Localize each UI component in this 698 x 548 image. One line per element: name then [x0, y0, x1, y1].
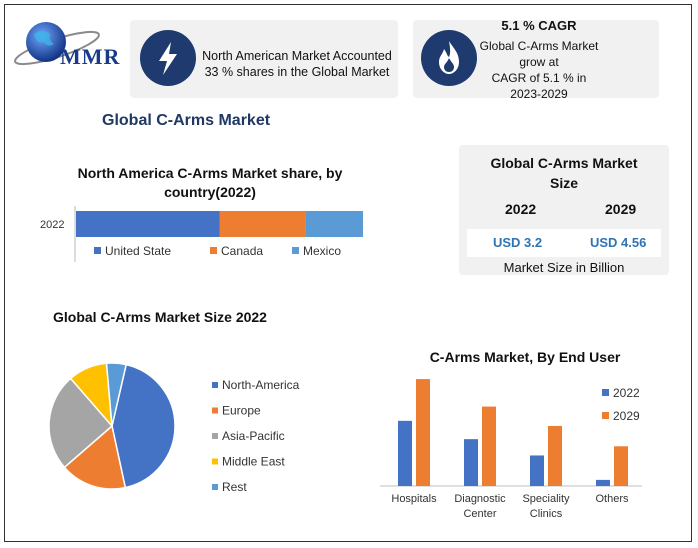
card-line: CAGR of 5.1 % in — [491, 71, 587, 85]
legend-swatch — [212, 484, 218, 490]
category-label: Others — [595, 493, 629, 505]
year-2022-label: 2022 — [505, 201, 537, 217]
page-title: Global C-Arms Market — [102, 112, 271, 129]
pie-slice — [111, 363, 176, 489]
cagr-card: 5.1 % CAGR Global C-Arms Market grow at … — [413, 18, 659, 101]
legend-swatch — [94, 247, 101, 254]
values-strip — [467, 229, 661, 257]
category-label: Center — [463, 508, 496, 520]
legend-swatch — [212, 382, 218, 388]
legend-label: North-America — [222, 378, 300, 392]
bar — [530, 455, 544, 486]
pie-chart-title: Global C-Arms Market Size 2022 — [53, 309, 267, 325]
value-2029: USD 4.56 — [590, 235, 647, 250]
legend-swatch — [602, 412, 609, 419]
bar — [548, 425, 562, 486]
legend-label: 2029 — [613, 409, 640, 423]
logo-text: MMR — [60, 44, 121, 69]
legend-label: Asia-Pacific — [222, 429, 285, 443]
legend-label: Mexico — [303, 244, 341, 258]
bar — [464, 439, 478, 486]
country-share-chart: 2022 United State Canada Mexico — [40, 206, 363, 262]
end-user-bar-chart: Hospitals Diagnostic Center Speciality Clini… — [380, 379, 642, 520]
legend-swatch — [212, 433, 218, 439]
category-label: Clinics — [530, 508, 563, 520]
legend-label: Canada — [221, 244, 263, 258]
cagr-title: 5.1 % CAGR — [501, 18, 577, 33]
legend-swatch — [210, 247, 217, 254]
category-label: 2022 — [40, 219, 64, 231]
category-label: Diagnostic — [454, 493, 506, 505]
bar-segment — [219, 211, 306, 237]
bar — [416, 379, 430, 486]
card-line: Global C-Arms Market grow at — [479, 39, 599, 69]
bar-segment — [305, 211, 363, 237]
card-line: 33 % shares in the Global Market — [204, 65, 390, 79]
north-america-share-card: North American Market Accounted 33 % sha… — [130, 20, 398, 98]
year-2029-label: 2029 — [605, 201, 637, 217]
end-user-chart-title: C-Arms Market, By End User — [429, 349, 621, 365]
chart-title-line: country(2022) — [164, 184, 256, 200]
bar — [614, 446, 628, 486]
legend-label: Europe — [222, 404, 261, 418]
chart-title-line: North America C-Arms Market share, by — [77, 165, 343, 181]
pie-slice — [48, 377, 114, 469]
bar-segment — [76, 211, 220, 237]
legend-swatch — [292, 247, 299, 254]
market-size-title-line: Size — [549, 175, 578, 191]
bar — [398, 420, 412, 486]
regional-pie-chart: North-America Europe Asia-Pacific Middle Ea… — [48, 362, 300, 494]
category-label: Speciality — [522, 493, 570, 505]
lightning-icon — [140, 30, 196, 86]
pie-slice — [105, 362, 128, 427]
legend-label: Middle East — [222, 455, 285, 469]
legend-label: Rest — [222, 480, 247, 494]
card-line: North American Market Accounted — [202, 49, 392, 63]
market-size-title-line: Global C-Arms Market — [490, 155, 638, 171]
bar — [482, 406, 496, 486]
category-label: Hospitals — [391, 493, 437, 505]
legend-label: United State — [105, 244, 171, 258]
market-size-unit: Market Size in Billion — [503, 260, 625, 275]
flame-icon — [421, 30, 477, 86]
legend-label: 2022 — [613, 386, 640, 400]
country-share-chart-title: North America C-Arms Market share, by co… — [70, 164, 350, 202]
pie-slice — [63, 424, 127, 490]
bar — [596, 479, 610, 486]
legend-swatch — [212, 407, 218, 414]
infographic-frame — [4, 4, 692, 542]
legend-swatch — [602, 389, 609, 396]
market-size-box: Global C-Arms Market Size 2022 2029 USD … — [459, 145, 669, 275]
globe-icon — [14, 22, 100, 66]
value-2022: USD 3.2 — [493, 235, 543, 250]
legend-swatch — [212, 458, 218, 465]
card-line: 2023-2029 — [510, 87, 568, 101]
